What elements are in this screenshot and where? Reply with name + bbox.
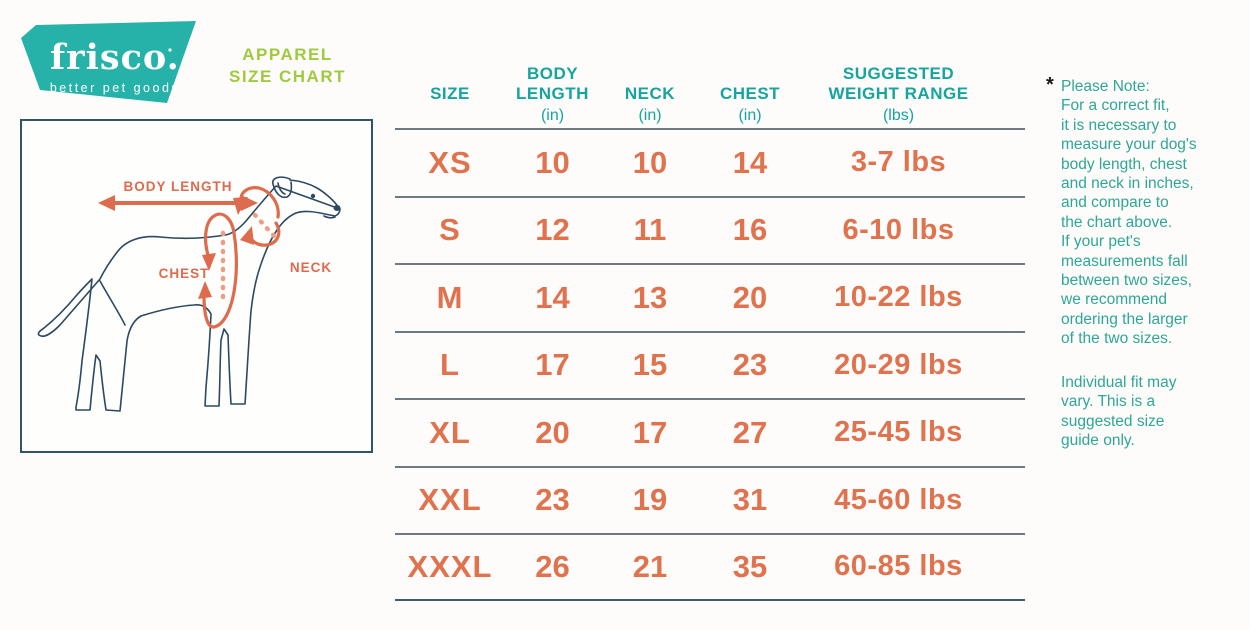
note-asterisk: * <box>1046 74 1054 96</box>
column-header-chest: CHEST (in) <box>719 84 781 124</box>
body-length-value: 17 <box>535 347 570 383</box>
size-value: XS <box>428 144 472 180</box>
weight-value: 6-10 lbs <box>842 213 955 246</box>
chest-value: 23 <box>732 347 768 383</box>
neck-value: 15 <box>632 347 668 383</box>
dog-eye <box>310 193 316 199</box>
body-length-value: 20 <box>535 414 570 450</box>
table-row-xs: XS 10 10 14 3-7 lbs <box>395 128 1025 196</box>
size-value: L <box>440 347 460 383</box>
size-value: M <box>436 279 464 315</box>
neck-value: 19 <box>632 482 668 518</box>
trademark-dot <box>168 48 172 52</box>
page-title-line2: SIZE CHART <box>229 67 346 86</box>
note-paragraph-fit-instructions: Please Note: For a correct fit, it is ne… <box>1061 78 1197 348</box>
size-table-body: XS 10 10 14 3-7 lbs S 12 11 16 6-10 lbs … <box>395 128 1025 601</box>
size-value: XXL <box>418 482 482 518</box>
table-row-l: L 17 15 23 20-29 lbs <box>395 330 1025 399</box>
neck-measure-ellipse <box>233 186 281 247</box>
size-value: S <box>439 212 461 248</box>
brand-tagline: better pet goods <box>50 81 180 95</box>
page-title: APPAREL SIZE CHART <box>220 44 355 88</box>
neck-value: 10 <box>632 144 668 180</box>
chest-measure-ellipse <box>198 212 238 329</box>
weight-value: 60-85 lbs <box>834 550 963 583</box>
dog-nose <box>333 205 341 211</box>
chest-value: 31 <box>732 482 768 518</box>
weight-value: 45-60 lbs <box>834 483 963 516</box>
body-length-label: BODY LENGTH <box>123 179 232 194</box>
weight-value: 10-22 lbs <box>834 281 963 314</box>
neck-value: 21 <box>632 548 668 584</box>
page-title-line1: APPAREL <box>242 45 333 64</box>
column-header-body-length: BODY LENGTH (in) <box>516 64 589 124</box>
table-row-xxxl: XXXL 26 21 35 60-85 lbs <box>395 533 1025 601</box>
body-length-value: 26 <box>535 548 570 584</box>
table-row-m: M 14 13 20 10-22 lbs <box>395 263 1025 331</box>
body-length-value: 23 <box>535 482 570 518</box>
column-header-weight-range: SUGGESTED WEIGHT RANGE (lbs) <box>828 64 969 124</box>
size-value: XXXL <box>407 548 493 584</box>
weight-value: 20-29 lbs <box>834 348 963 381</box>
note-paragraph-disclaimer: Individual fit may vary. This is a sugge… <box>1061 374 1177 450</box>
chest-value: 14 <box>732 144 768 180</box>
chest-value: 27 <box>732 414 768 450</box>
neck-value: 13 <box>632 279 668 315</box>
column-header-size: SIZE <box>430 84 470 103</box>
chest-value: 35 <box>732 548 768 584</box>
neck-label: NECK <box>290 260 332 275</box>
size-table-header: SIZE BODY LENGTH (in) NECK (in) CHEST (i… <box>395 40 1025 128</box>
body-length-arrow <box>98 195 258 211</box>
neck-value: 11 <box>633 212 667 248</box>
weight-value: 25-45 lbs <box>834 416 963 449</box>
table-row-xxl: XXL 23 19 31 45-60 lbs <box>395 465 1025 534</box>
chest-value: 20 <box>732 279 768 315</box>
weight-value: 3-7 lbs <box>850 146 947 179</box>
table-row-xl: XL 20 17 27 25-45 lbs <box>395 398 1025 466</box>
chest-label: CHEST <box>159 266 210 281</box>
body-length-value: 14 <box>535 279 570 315</box>
dog-illustration <box>37 176 341 412</box>
frisco-logo: frisco. better pet goods <box>21 21 196 103</box>
logo-banner-shape <box>21 21 196 103</box>
size-value: XL <box>429 414 471 450</box>
body-length-value: 12 <box>535 212 570 248</box>
table-row-s: S 12 11 16 6-10 lbs <box>395 195 1025 264</box>
neck-value: 17 <box>632 414 668 450</box>
column-header-neck: NECK (in) <box>624 84 676 124</box>
dog-measurement-diagram: BODY LENGTH CHEST NECK <box>20 119 373 453</box>
body-length-value: 10 <box>535 144 570 180</box>
chest-value: 16 <box>732 212 768 248</box>
brand-wordmark: frisco. <box>50 37 180 78</box>
